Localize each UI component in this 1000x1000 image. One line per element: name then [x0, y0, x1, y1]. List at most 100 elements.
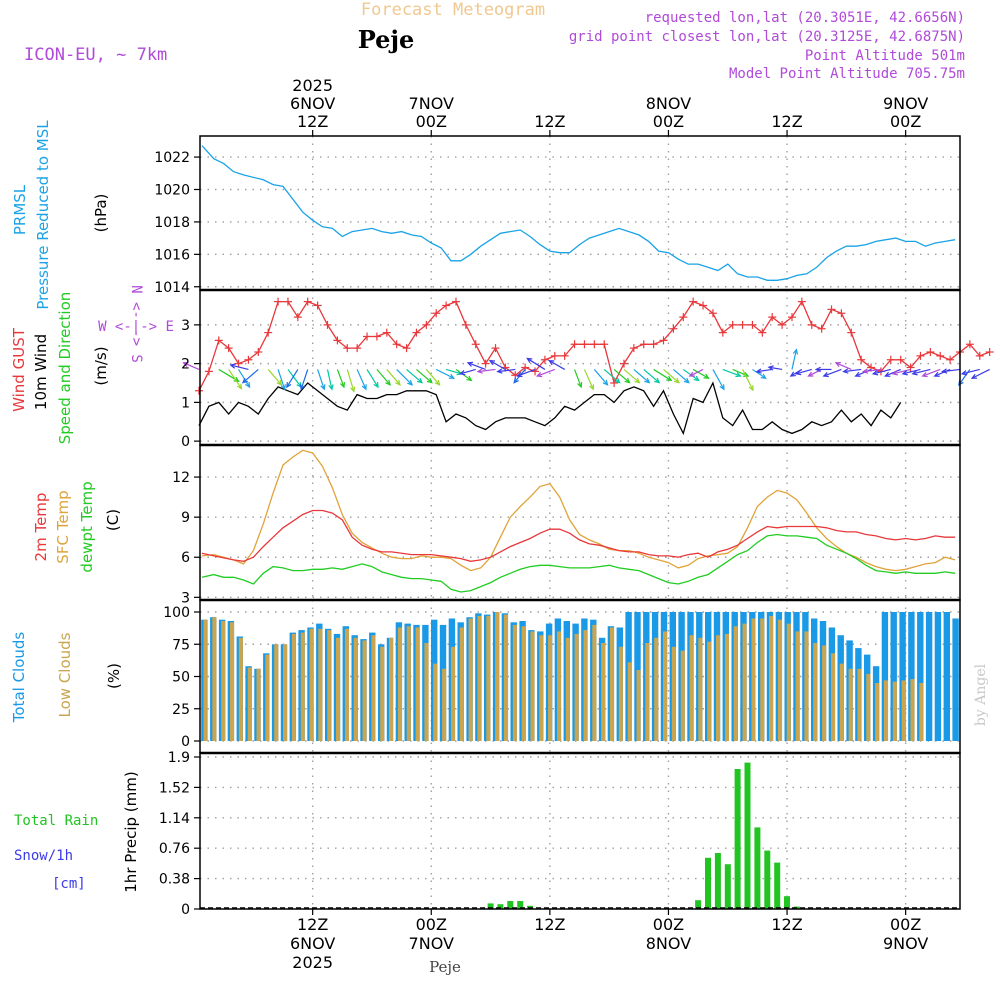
- wind-arrow-shaft-55: [742, 369, 754, 391]
- gust-marker-19: [382, 328, 391, 337]
- wind-arrow-shaft-79: [962, 368, 980, 375]
- low-cloud-bar-10: [291, 633, 296, 741]
- gust-marker-39: [580, 340, 589, 349]
- wind-arrow-shaft-52: [712, 369, 725, 390]
- gust-marker-22: [412, 328, 421, 337]
- wind-arrow-head-68: [854, 371, 861, 377]
- precip-ytick-label-2: 0.76: [159, 841, 190, 857]
- clouds-label-low: Low Clouds: [56, 632, 74, 717]
- wind-ytick-label-2: 2: [181, 357, 190, 373]
- low-cloud-bar-77: [883, 680, 888, 741]
- wind-arrow-shaft-4: [238, 369, 251, 388]
- wind-arrow-shaft-47: [663, 368, 680, 384]
- top-time-label-3-0: 8NOV: [646, 94, 691, 113]
- low-cloud-bar-8: [274, 644, 279, 742]
- gust-marker-21: [402, 344, 411, 353]
- low-cloud-bar-18: [362, 640, 367, 741]
- wind-arrow-0: [182, 362, 200, 370]
- wind-arrow-50: [692, 368, 710, 379]
- model-label: ICON-EU, ~ 7km: [24, 45, 167, 65]
- wind-arrow-shaft-10: [286, 369, 299, 388]
- low-cloud-bar-25: [424, 643, 429, 741]
- wind-arrow-shaft-13: [326, 369, 333, 390]
- low-cloud-bar-36: [521, 626, 526, 741]
- wind-arrow-head-53: [735, 372, 742, 378]
- gust-marker-10: [293, 313, 302, 322]
- wind-arrow-shaft-45: [643, 368, 660, 384]
- low-cloud-bar-59: [724, 633, 729, 741]
- wind-arrow-69: [861, 368, 882, 374]
- gust-marker-45: [639, 340, 648, 349]
- low-cloud-bar-16: [344, 628, 349, 741]
- wind-arrow-53: [722, 368, 742, 378]
- wind-arrow-head-46: [666, 375, 673, 382]
- wind-arrow-shaft-46: [653, 368, 672, 381]
- top-time-label-5-0: 9NOV: [883, 94, 928, 113]
- low-cloud-bar-46: [610, 627, 615, 741]
- wind-arrow-14: [336, 369, 346, 389]
- wind-arrow-shaft-38: [574, 369, 582, 388]
- gust-marker-29: [481, 359, 490, 368]
- gust-marker-54: [728, 320, 737, 329]
- wind-arrow-head-15: [350, 386, 356, 393]
- gust-marker-78: [965, 340, 974, 349]
- wind-arrow-shaft-14: [336, 369, 345, 388]
- wind-arrow-head-64: [814, 366, 821, 373]
- low-cloud-bar-58: [716, 635, 721, 741]
- pressure-unit: (hPa): [92, 194, 110, 233]
- wind-arrow-shaft-0: [183, 362, 200, 370]
- wind-arrow-head-66: [834, 362, 841, 368]
- wind-arrow-head-50: [703, 373, 710, 379]
- wind-arrow-head-2: [233, 376, 240, 383]
- low-cloud-bar-68: [804, 631, 809, 741]
- bottom-time-label-5-0: 00Z: [890, 915, 921, 934]
- wind-arrow-head-48: [683, 377, 690, 384]
- gust-marker-34: [531, 367, 540, 376]
- gust-marker-7: [264, 328, 273, 337]
- low-cloud-bar-44: [592, 624, 597, 741]
- wind-arrow-head-17: [373, 382, 379, 389]
- wind-arrow-shaft-21: [406, 368, 423, 384]
- gust-marker-25: [442, 301, 451, 310]
- low-cloud-bar-78: [892, 681, 897, 741]
- low-cloud-bar-40: [557, 631, 562, 741]
- low-cloud-bar-2: [221, 621, 226, 741]
- top-time-label-1-1: 00Z: [416, 112, 447, 131]
- wind-arrow-shaft-6: [242, 368, 259, 384]
- low-cloud-bar-13: [318, 628, 323, 741]
- meteogram-title: Forecast Meteogram: [361, 0, 545, 20]
- wind-arrow-72: [891, 368, 911, 376]
- gust-marker-49: [679, 313, 688, 322]
- low-cloud-bar-67: [795, 631, 800, 741]
- wind-arrow-21: [406, 368, 424, 384]
- gust-marker-41: [600, 340, 609, 349]
- low-cloud-bar-12: [309, 628, 314, 741]
- low-cloud-bar-48: [627, 662, 632, 741]
- gust-marker-1: [204, 367, 213, 376]
- wind-arrow-18: [376, 369, 392, 386]
- wind-arrow-28: [459, 368, 476, 376]
- wind-arrow-shaft-12: [317, 369, 325, 390]
- gust-marker-58: [768, 313, 777, 322]
- wind-arrow-head-0: [182, 362, 189, 368]
- pressure-ytick-label-0: 1014: [154, 280, 190, 296]
- wind-arrow-shaft-51: [689, 368, 704, 377]
- wind-arrow-head-75: [921, 372, 928, 378]
- wind-arrow-head-32: [496, 368, 503, 374]
- gust-marker-12: [313, 301, 322, 310]
- low-cloud-bar-20: [380, 646, 385, 741]
- wind-arrow-head-5: [229, 363, 236, 369]
- total-cloud-bar-79: [899, 612, 906, 741]
- low-cloud-bar-57: [707, 641, 712, 741]
- rain-bar-11: [754, 827, 761, 909]
- top-time-label-0-2: 12Z: [297, 112, 328, 131]
- rain-bar-8: [724, 864, 731, 909]
- bottom-time-label-3-0: 00Z: [653, 915, 684, 934]
- gust-marker-52: [708, 309, 717, 318]
- total-cloud-bar-84: [943, 612, 950, 741]
- wind-arrow-23: [425, 369, 441, 386]
- wind-arrow-45: [643, 368, 661, 384]
- wind-arrow-46: [653, 368, 673, 382]
- wind-arrow-60: [791, 348, 799, 370]
- wind-arrow-shaft-35: [526, 357, 546, 370]
